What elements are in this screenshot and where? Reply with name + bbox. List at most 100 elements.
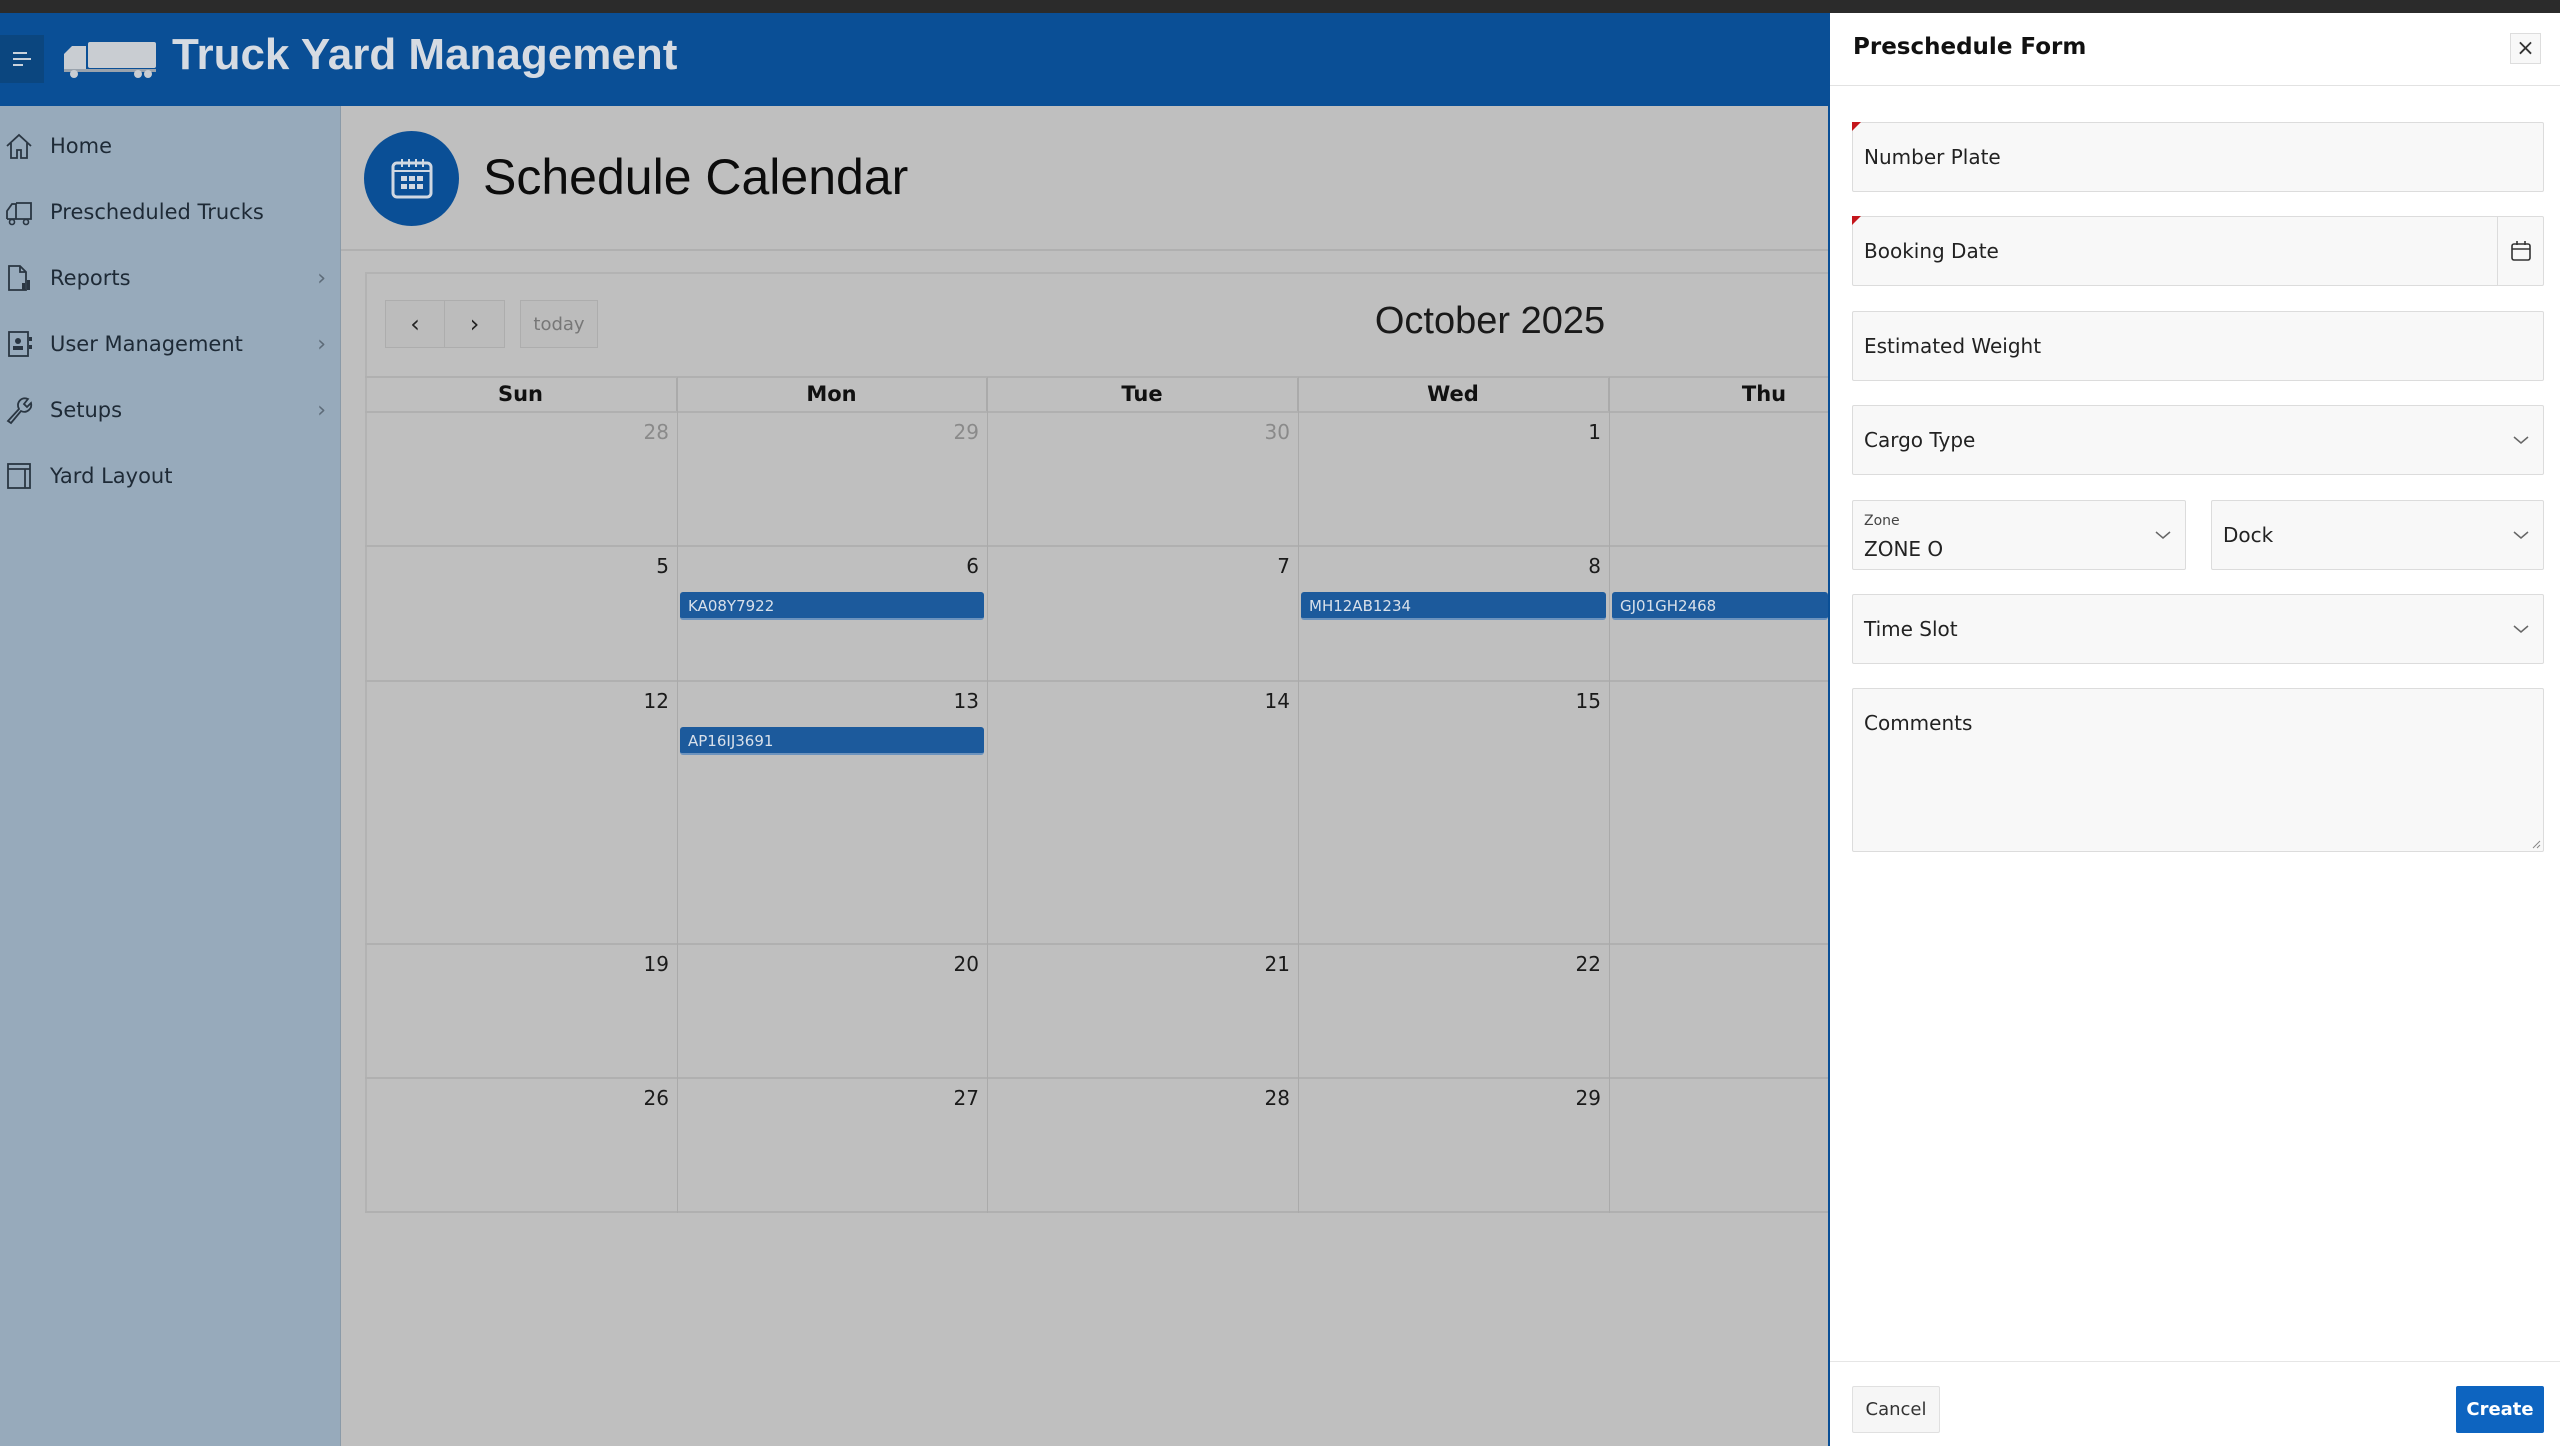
sidebar-item-label: Prescheduled Trucks xyxy=(50,200,264,224)
sidebar-item-label: Yard Layout xyxy=(50,464,173,488)
app-header xyxy=(0,13,1828,106)
day-of-week-header: Wed xyxy=(1298,377,1609,412)
estimated-weight-field[interactable]: Estimated Weight xyxy=(1852,311,2544,381)
calendar-badge-icon xyxy=(364,131,459,226)
zone-label: Zone xyxy=(1864,513,1900,529)
day-number[interactable]: 30 xyxy=(1264,420,1290,444)
truck-logo-icon xyxy=(62,40,158,84)
divider xyxy=(365,1077,1828,1079)
day-number[interactable]: 20 xyxy=(953,952,979,976)
truck-icon xyxy=(6,202,32,226)
next-month-button[interactable]: › xyxy=(444,300,505,348)
zone-value: ZONE O xyxy=(1864,537,1944,561)
number-plate-field[interactable]: Number Plate xyxy=(1852,122,2544,192)
day-number[interactable]: 28 xyxy=(643,420,669,444)
sidebar-item-home[interactable]: Home xyxy=(0,113,340,179)
divider xyxy=(1298,377,1299,1213)
sidebar-item-yard-layout[interactable]: Yard Layout xyxy=(0,443,340,509)
sidebar-item-user-management[interactable]: User Management › xyxy=(0,311,340,377)
layout-icon xyxy=(7,463,31,489)
comments-textarea[interactable]: Comments xyxy=(1852,688,2544,852)
close-button[interactable]: × xyxy=(2510,33,2541,64)
cargo-type-label: Cargo Type xyxy=(1864,428,1976,452)
resize-handle-icon[interactable] xyxy=(2531,839,2541,849)
booking-date-label: Booking Date xyxy=(1864,239,1999,263)
day-number[interactable]: 29 xyxy=(953,420,979,444)
sidebar-item-setups[interactable]: Setups › xyxy=(0,377,340,443)
divider xyxy=(1830,85,2560,86)
zone-select[interactable]: Zone ZONE O xyxy=(1852,500,2186,570)
chevron-down-icon xyxy=(2513,436,2529,444)
calendar-icon xyxy=(2510,241,2531,261)
contacts-icon xyxy=(8,331,32,357)
day-number[interactable]: 13 xyxy=(953,689,979,713)
cancel-button[interactable]: Cancel xyxy=(1852,1386,1940,1433)
calendar-event[interactable]: GJ01GH2468 xyxy=(1612,592,1828,620)
chevron-down-icon xyxy=(2155,531,2171,539)
day-of-week-header: Thu xyxy=(1609,377,1920,412)
day-number[interactable]: 6 xyxy=(966,554,979,578)
wrench-icon xyxy=(6,397,33,425)
day-of-week-header: Sun xyxy=(365,377,677,412)
day-number[interactable]: 29 xyxy=(1575,1086,1601,1110)
sidebar: Home Prescheduled Trucks Reports › User … xyxy=(0,106,341,1446)
divider xyxy=(1609,377,1610,1213)
prev-month-button[interactable]: ‹ xyxy=(385,300,445,348)
day-number[interactable]: 28 xyxy=(1264,1086,1290,1110)
day-number[interactable]: 19 xyxy=(643,952,669,976)
divider xyxy=(677,377,678,1213)
sidebar-item-prescheduled-trucks[interactable]: Prescheduled Trucks xyxy=(0,179,340,245)
create-button[interactable]: Create xyxy=(2456,1386,2544,1433)
divider xyxy=(365,1211,1828,1213)
chevron-right-icon: › xyxy=(317,397,326,423)
calendar-event[interactable]: MH12AB1234 xyxy=(1301,592,1606,620)
divider xyxy=(365,376,1828,378)
month-title: October 2025 xyxy=(1374,300,1606,342)
day-number[interactable]: 7 xyxy=(1277,554,1290,578)
report-icon xyxy=(8,265,30,291)
day-number[interactable]: 5 xyxy=(656,554,669,578)
day-number[interactable]: 15 xyxy=(1575,689,1601,713)
dock-label: Dock xyxy=(2223,523,2274,547)
divider xyxy=(365,680,1828,682)
day-number[interactable]: 27 xyxy=(953,1086,979,1110)
booking-date-field[interactable]: Booking Date xyxy=(1852,216,2544,286)
menu-toggle-button[interactable] xyxy=(0,35,44,83)
required-marker xyxy=(1852,122,1861,131)
day-number[interactable]: 14 xyxy=(1264,689,1290,713)
drawer-title: Preschedule Form xyxy=(1853,34,2087,60)
day-number[interactable]: 26 xyxy=(643,1086,669,1110)
app-title[interactable]: Truck Yard Management xyxy=(172,30,678,79)
sidebar-item-label: Reports xyxy=(50,266,131,290)
estimated-weight-label: Estimated Weight xyxy=(1864,334,2042,358)
dock-select[interactable]: Dock xyxy=(2211,500,2544,570)
day-of-week-header: Mon xyxy=(677,377,987,412)
day-number[interactable]: 22 xyxy=(1575,952,1601,976)
cargo-type-select[interactable]: Cargo Type xyxy=(1852,405,2544,475)
sidebar-item-reports[interactable]: Reports › xyxy=(0,245,340,311)
chevron-down-icon xyxy=(2513,625,2529,633)
divider xyxy=(987,377,988,1213)
chevron-right-icon: › xyxy=(317,331,326,357)
calendar-event[interactable]: KA08Y7922 xyxy=(680,592,984,620)
day-number[interactable]: 12 xyxy=(643,689,669,713)
number-plate-label: Number Plate xyxy=(1864,145,2001,169)
day-number[interactable]: 8 xyxy=(1588,554,1601,578)
page-title: Schedule Calendar xyxy=(483,149,909,205)
date-picker-button[interactable] xyxy=(2497,217,2543,285)
divider xyxy=(1830,1361,2560,1362)
required-marker xyxy=(1852,216,1861,225)
home-icon xyxy=(6,133,32,159)
day-number[interactable]: 1 xyxy=(1588,420,1601,444)
hamburger-icon xyxy=(13,52,31,66)
day-number[interactable]: 21 xyxy=(1264,952,1290,976)
time-slot-select[interactable]: Time Slot xyxy=(1852,594,2544,664)
browser-top-bar xyxy=(0,0,2560,13)
today-button[interactable]: today xyxy=(520,300,598,348)
page-header xyxy=(341,106,1828,251)
sidebar-item-label: User Management xyxy=(50,332,243,356)
calendar-event[interactable]: AP16IJ3691 xyxy=(680,727,984,755)
chevron-down-icon xyxy=(2513,531,2529,539)
chevron-right-icon: › xyxy=(317,265,326,291)
sidebar-item-label: Setups xyxy=(50,398,123,422)
